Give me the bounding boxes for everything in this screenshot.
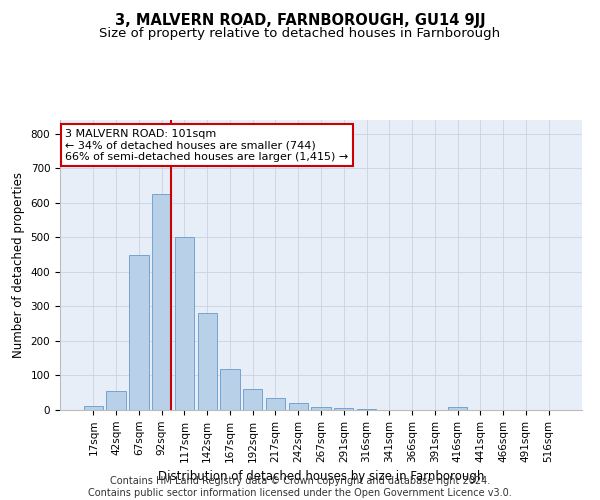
Bar (197, 314, 217, 410)
Bar (220, 370, 239, 410)
Bar (84, 406, 103, 410)
X-axis label: Distribution of detached houses by size in Farnborough: Distribution of detached houses by size … (158, 470, 484, 483)
Bar (334, 408, 353, 410)
Text: 3, MALVERN ROAD, FARNBOROUGH, GU14 9JJ: 3, MALVERN ROAD, FARNBOROUGH, GU14 9JJ (115, 12, 485, 28)
Bar (357, 408, 376, 410)
Text: Size of property relative to detached houses in Farnborough: Size of property relative to detached ho… (100, 28, 500, 40)
Bar (448, 407, 467, 410)
Bar (311, 406, 331, 410)
Text: Contains HM Land Registry data © Crown copyright and database right 2024.
Contai: Contains HM Land Registry data © Crown c… (88, 476, 512, 498)
Bar (266, 398, 285, 410)
Text: 3 MALVERN ROAD: 101sqm
← 34% of detached houses are smaller (744)
66% of semi-de: 3 MALVERN ROAD: 101sqm ← 34% of detached… (65, 128, 349, 162)
Bar (243, 388, 262, 410)
Bar (152, 194, 172, 410)
Bar (175, 238, 194, 410)
Bar (129, 254, 149, 410)
Bar (106, 391, 126, 410)
Bar (289, 403, 308, 410)
Y-axis label: Number of detached properties: Number of detached properties (12, 172, 25, 358)
